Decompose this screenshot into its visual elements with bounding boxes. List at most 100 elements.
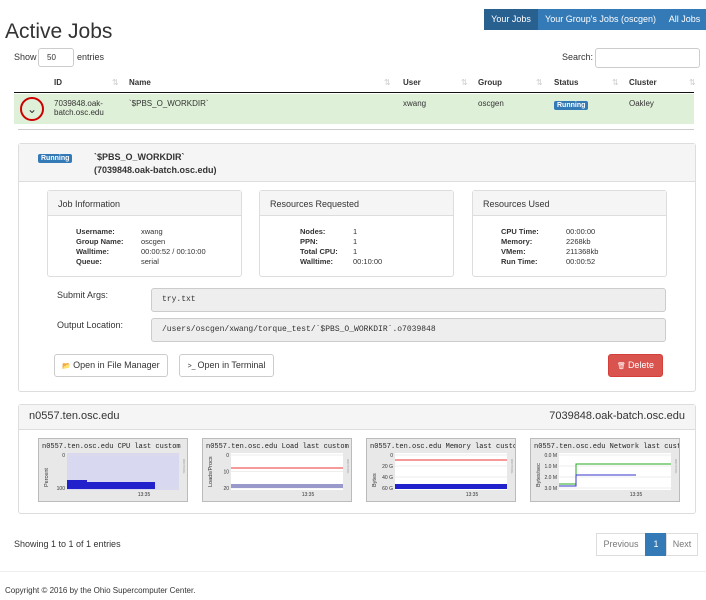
info-key: Memory: bbox=[501, 237, 533, 246]
info-key: Nodes: bbox=[300, 227, 326, 236]
y-axis-label: Bytes/sec bbox=[536, 463, 542, 487]
info-value: 00:10:00 bbox=[353, 257, 383, 266]
table-cell: oscgen bbox=[478, 99, 504, 108]
expand-toggle[interactable]: ⌄ bbox=[20, 97, 44, 121]
y-tick-label: 0 bbox=[62, 453, 65, 459]
y-tick-label: 100 bbox=[57, 486, 66, 492]
nav-tab[interactable]: All Jobs bbox=[663, 9, 706, 30]
button-label: Open in Terminal bbox=[197, 360, 266, 370]
y-tick-label: 2.0 M bbox=[544, 475, 557, 481]
search-input[interactable] bbox=[595, 48, 700, 68]
row-line bbox=[18, 129, 694, 130]
y-tick-label: 0.0 M bbox=[544, 453, 557, 459]
y-tick-label: 0 bbox=[390, 453, 393, 459]
detail-panel: Running `$PBS_O_WORKDIR` (7039848.oak-batc… bbox=[18, 143, 696, 392]
entries-select[interactable]: 50 bbox=[38, 48, 74, 67]
info-panel: Resources Requested Nodes: 1 PPN: 1 Total CPU… bbox=[259, 190, 454, 277]
status-badge: Running bbox=[38, 154, 73, 163]
column-header[interactable]: User bbox=[403, 78, 421, 87]
y-axis-label: Loads/Procs bbox=[208, 456, 214, 487]
table-info: Showing 1 to 1 of 1 entries bbox=[14, 539, 121, 549]
info-panel: Resources Used CPU Time: 00:00:00 Memory: 22… bbox=[472, 190, 667, 277]
rrd-credit: RRDTOOL bbox=[674, 459, 678, 474]
page-title: Active Jobs bbox=[5, 20, 113, 43]
y-tick-label: 20 G bbox=[382, 464, 393, 470]
info-key: Walltime: bbox=[76, 247, 110, 256]
column-header[interactable]: ID bbox=[54, 78, 62, 87]
y-tick-label: 1.0 M bbox=[544, 464, 557, 470]
button-label: Delete bbox=[627, 360, 654, 370]
info-value: 1 bbox=[353, 247, 358, 256]
info-key: Group Name: bbox=[76, 237, 124, 246]
output-label: Output Location: bbox=[57, 320, 124, 330]
nav-tab[interactable]: Your Jobs bbox=[484, 9, 538, 30]
detail-status: Running bbox=[38, 152, 73, 163]
info-head bbox=[473, 191, 666, 216]
y-tick-label: 60 G bbox=[382, 486, 393, 492]
y-tick-label: 0 bbox=[226, 453, 229, 459]
sort-icon: ⇅ bbox=[612, 78, 619, 87]
y-tick-label: 20 bbox=[223, 486, 229, 492]
status-cell: Running bbox=[554, 99, 589, 110]
output-value: /users/oscgen/xwang/torque_test/`$PBS_O_… bbox=[151, 318, 666, 342]
table-cell: `$PBS_O_WORKDIR` bbox=[129, 99, 209, 108]
rrd-credit: RRDTOOL bbox=[182, 459, 186, 474]
info-value: xwang bbox=[141, 227, 163, 236]
column-header[interactable]: Status bbox=[554, 78, 579, 87]
column-header[interactable]: Cluster bbox=[629, 78, 657, 87]
page-button[interactable]: Next bbox=[666, 533, 698, 556]
footer-line bbox=[0, 571, 706, 572]
job-name: `$PBS_O_WORKDIR` bbox=[94, 152, 185, 162]
info-value: 211368kb bbox=[566, 247, 599, 256]
x-tick-label: 13:35 bbox=[466, 492, 479, 498]
nav-tab[interactable]: Your Group's Jobs (oscgen) bbox=[538, 9, 663, 30]
info-key: Total CPU: bbox=[300, 247, 338, 256]
search-label: Search: bbox=[562, 52, 594, 62]
action-button[interactable]: >_ Open in Terminal bbox=[179, 354, 274, 377]
load-area bbox=[231, 484, 343, 488]
info-value: 00:00:00 bbox=[566, 227, 596, 236]
rrd-credit: RRDTOOL bbox=[510, 459, 514, 474]
info-head bbox=[260, 191, 453, 216]
info-key: CPU Time: bbox=[501, 227, 539, 236]
info-title: Job Information bbox=[58, 199, 121, 209]
node-graph: n0557.ten.osc.edu CPU last custom Percent… bbox=[38, 438, 188, 502]
net-line bbox=[559, 474, 636, 487]
plot-area bbox=[559, 453, 671, 490]
graph-title: n0557.ten.osc.edu Network last custom bbox=[534, 443, 680, 451]
info-key: VMem: bbox=[501, 247, 526, 256]
info-head bbox=[48, 191, 241, 216]
action-button[interactable]: 🗑 Delete bbox=[608, 354, 663, 377]
detail-head bbox=[19, 144, 695, 182]
y-tick-label: 3.0 M bbox=[544, 486, 557, 492]
page-button[interactable]: Previous bbox=[596, 533, 646, 556]
sort-icon: ⇅ bbox=[689, 78, 696, 87]
button-icon: >_ bbox=[187, 363, 196, 370]
sort-icon: ⇅ bbox=[461, 78, 468, 87]
y-axis-label: Bytes bbox=[372, 473, 378, 487]
info-value: serial bbox=[141, 257, 159, 266]
info-value: 1 bbox=[353, 227, 358, 236]
header-line bbox=[14, 92, 694, 93]
info-key: Queue: bbox=[76, 257, 102, 266]
node-graph: n0557.ten.osc.edu Network last custom Byt… bbox=[530, 438, 680, 502]
copyright: Copyright © 2016 by the Ohio Supercomput… bbox=[5, 586, 196, 595]
column-header[interactable]: Name bbox=[129, 78, 151, 87]
table-cell: xwang bbox=[403, 99, 427, 108]
page-button[interactable]: 1 bbox=[645, 533, 667, 556]
net-line bbox=[559, 463, 671, 485]
graph-title: n0557.ten.osc.edu CPU last custom bbox=[42, 443, 181, 451]
show-label: Show bbox=[14, 52, 37, 62]
x-tick-label: 13:35 bbox=[138, 492, 151, 498]
info-title: Resources Used bbox=[483, 199, 550, 209]
column-header[interactable]: Group bbox=[478, 78, 502, 87]
info-value: 00:00:52 bbox=[566, 257, 596, 266]
info-panel: Job Information Username: xwang Group Name:… bbox=[47, 190, 242, 277]
job-id: (7039848.oak-batch.osc.edu) bbox=[94, 165, 217, 175]
info-value: 1 bbox=[353, 237, 358, 246]
row-bg bbox=[14, 94, 694, 124]
action-button[interactable]: 📂 Open in File Manager bbox=[54, 354, 168, 377]
graph-title: n0557.ten.osc.edu Load last custom bbox=[206, 443, 349, 451]
button-icon: 🗑 bbox=[617, 363, 626, 370]
table-cell: Oakley bbox=[629, 99, 654, 108]
